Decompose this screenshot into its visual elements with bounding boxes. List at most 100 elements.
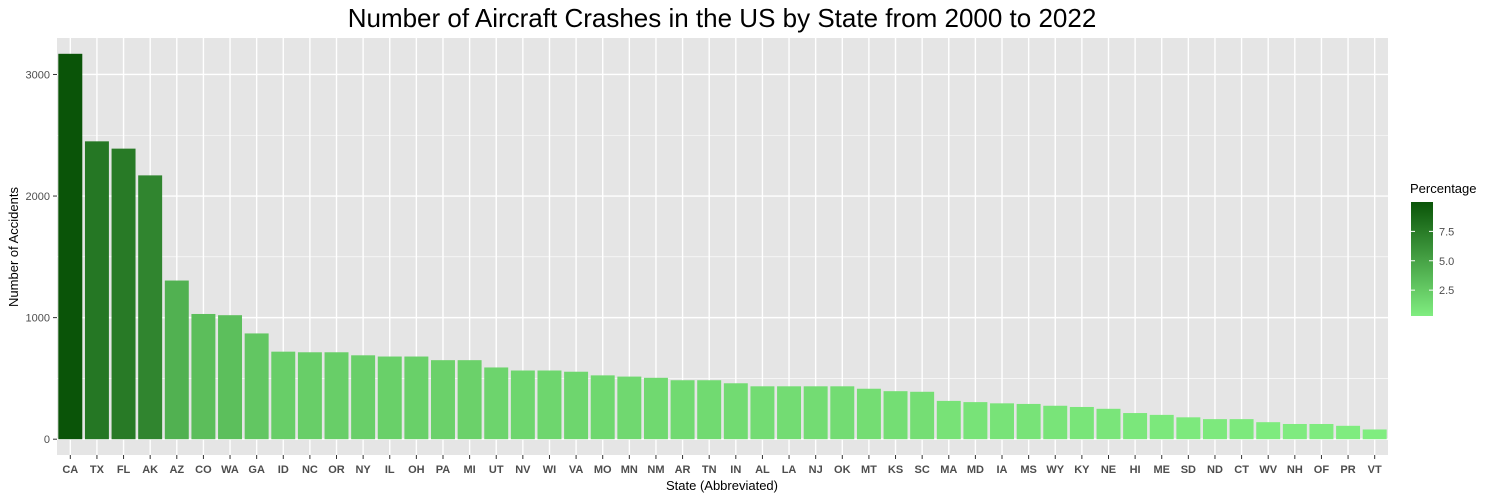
x-tick-label-fl: FL xyxy=(117,464,131,476)
x-tick-label-mo: MO xyxy=(594,464,612,476)
bar-la xyxy=(777,386,802,440)
x-tick-label-oh: OH xyxy=(408,464,425,476)
y-axis-title: Number of Accidents xyxy=(6,187,21,307)
bar-nv xyxy=(510,370,535,440)
bar-me xyxy=(1149,414,1174,440)
x-tick-label-va: VA xyxy=(569,464,584,476)
bar-wv xyxy=(1256,422,1281,440)
bar-ct xyxy=(1229,419,1254,440)
x-tick-label-tn: TN xyxy=(702,464,717,476)
bar-pa xyxy=(431,360,455,440)
x-tick-label-wa: WA xyxy=(221,464,239,476)
bar-in xyxy=(723,383,748,440)
legend: Percentage 2.5 5.0 7.5 xyxy=(1410,181,1477,316)
x-tick-label-ga: GA xyxy=(248,464,265,476)
legend-title: Percentage xyxy=(1410,181,1477,196)
bar-ks xyxy=(883,391,908,440)
bar-nc xyxy=(297,352,322,440)
bar-wa xyxy=(218,315,243,440)
x-tick-label-ar: AR xyxy=(675,464,691,476)
legend-tick-label: 5.0 xyxy=(1439,256,1454,268)
bar-ne xyxy=(1096,408,1121,440)
legend-tick-label: 7.5 xyxy=(1439,226,1454,238)
bar-ca xyxy=(58,53,83,440)
bar-tx xyxy=(84,141,109,440)
x-tick-label-ia: IA xyxy=(997,464,1008,476)
x-tick-label-al: AL xyxy=(755,464,770,476)
bar-mi xyxy=(457,360,482,440)
bars xyxy=(58,53,1387,440)
x-tick-label-tx: TX xyxy=(90,464,105,476)
bar-ky xyxy=(1069,406,1094,440)
bar-pr xyxy=(1336,425,1361,440)
y-tick-label: 3000 xyxy=(26,69,50,81)
x-tick-label-co: CO xyxy=(195,464,212,476)
x-tick-label-ky: KY xyxy=(1074,464,1090,476)
bar-id xyxy=(271,351,296,440)
bar-ms xyxy=(1016,403,1041,440)
x-tick-label-wv: WV xyxy=(1259,464,1277,476)
x-tick-label-id: ID xyxy=(278,464,289,476)
bar-wi xyxy=(537,370,562,440)
legend-tick-label: 2.5 xyxy=(1439,285,1454,297)
x-tick-label-wy: WY xyxy=(1046,464,1064,476)
bar-mt xyxy=(856,388,881,440)
y-tick-label: 1000 xyxy=(26,313,50,325)
bar-md xyxy=(963,402,988,440)
x-tick-label-nc: NC xyxy=(302,464,318,476)
y-tick-label: 0 xyxy=(44,434,50,446)
bar-ak xyxy=(138,175,163,440)
y-axis-ticks: 0 1000 2000 3000 xyxy=(26,69,57,446)
x-tick-label-il: IL xyxy=(385,464,395,476)
x-tick-label-ma: MA xyxy=(940,464,957,476)
bar-co xyxy=(191,313,216,440)
x-tick-label-mn: MN xyxy=(621,464,638,476)
bar-al xyxy=(750,386,775,440)
bar-of xyxy=(1309,423,1334,440)
bar-va xyxy=(564,371,589,440)
x-tick-label-pr: PR xyxy=(1340,464,1355,476)
bar-wy xyxy=(1043,405,1068,440)
bar-ar xyxy=(670,380,695,440)
legend-ticks: 2.5 5.0 7.5 xyxy=(1411,226,1454,297)
bar-sd xyxy=(1176,417,1201,440)
x-axis-ticks: CA TX FL AK AZ CO WA GA ID NC OR NY IL OH PA MI UT NV WI VA… xyxy=(62,455,1382,476)
x-tick-label-sc: SC xyxy=(915,464,930,476)
y-tick-label: 2000 xyxy=(26,191,50,203)
bar-nj xyxy=(803,386,828,440)
bar-az xyxy=(164,280,189,440)
bar-fl xyxy=(111,148,136,440)
x-tick-label-of: OF xyxy=(1314,464,1330,476)
bar-ia xyxy=(990,403,1014,440)
x-tick-label-wi: WI xyxy=(543,464,556,476)
x-tick-label-ca: CA xyxy=(62,464,78,476)
x-tick-label-nh: NH xyxy=(1287,464,1303,476)
x-tick-label-vt: VT xyxy=(1368,464,1382,476)
x-tick-label-ok: OK xyxy=(834,464,851,476)
x-axis-title: State (Abbreviated) xyxy=(666,478,778,493)
x-tick-label-mi: MI xyxy=(463,464,475,476)
x-tick-label-ne: NE xyxy=(1101,464,1116,476)
bar-nm xyxy=(643,377,668,440)
bar-ma xyxy=(936,400,961,440)
bar-ut xyxy=(484,367,509,440)
bar-mo xyxy=(590,375,615,440)
bar-ga xyxy=(244,333,269,440)
x-tick-label-me: ME xyxy=(1153,464,1170,476)
bar-il xyxy=(377,356,402,440)
x-tick-label-pa: PA xyxy=(436,464,451,476)
x-tick-label-nm: NM xyxy=(647,464,664,476)
bar-hi xyxy=(1123,413,1148,440)
x-tick-label-ny: NY xyxy=(355,464,371,476)
bar-nd xyxy=(1202,419,1227,440)
x-tick-label-nv: NV xyxy=(515,464,531,476)
x-tick-label-az: AZ xyxy=(169,464,184,476)
x-tick-label-hi: HI xyxy=(1130,464,1141,476)
x-tick-label-ct: CT xyxy=(1234,464,1249,476)
bar-oh xyxy=(404,356,429,440)
bar-mn xyxy=(617,376,642,440)
x-tick-label-mt: MT xyxy=(861,464,877,476)
bar-or xyxy=(324,352,349,440)
